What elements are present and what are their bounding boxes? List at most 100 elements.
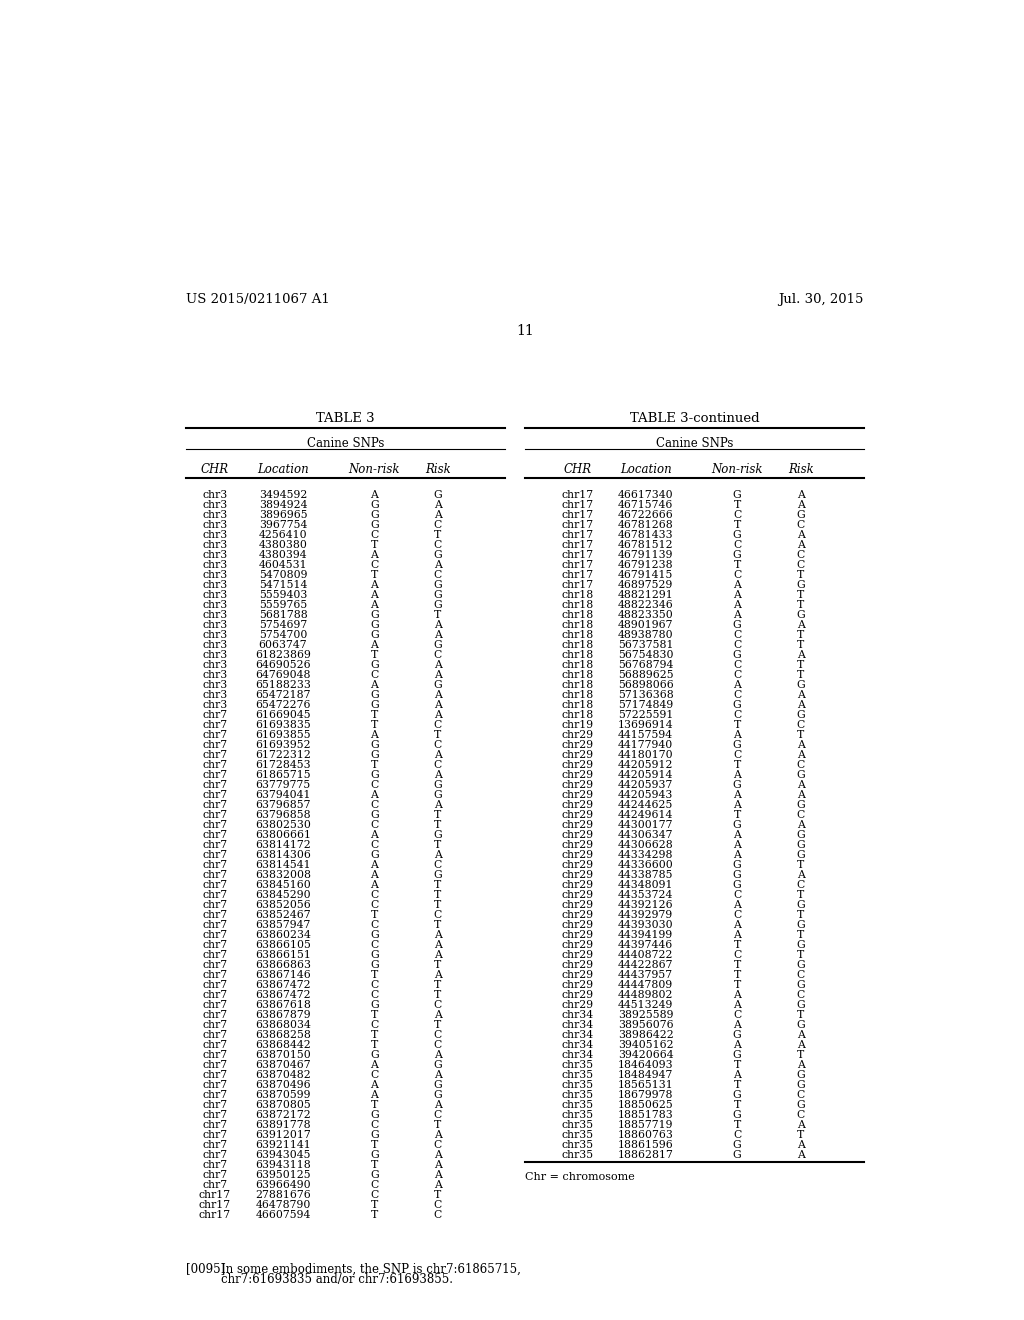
Text: 63860234: 63860234 xyxy=(255,929,311,940)
Text: 46781512: 46781512 xyxy=(617,540,674,549)
Text: A: A xyxy=(733,929,741,940)
Text: G: G xyxy=(733,870,741,880)
Text: chr3: chr3 xyxy=(202,570,227,579)
Text: In some embodiments, the SNP is chr7:61865715,: In some embodiments, the SNP is chr7:618… xyxy=(221,1262,521,1275)
Text: chr7: chr7 xyxy=(202,1110,227,1121)
Text: chr29: chr29 xyxy=(561,770,594,780)
Text: chr3: chr3 xyxy=(202,610,227,619)
Text: A: A xyxy=(434,700,442,710)
Text: 46791139: 46791139 xyxy=(617,549,674,560)
Text: chr35: chr35 xyxy=(561,1140,594,1150)
Text: 39420664: 39420664 xyxy=(617,1051,674,1060)
Text: chr7: chr7 xyxy=(202,1150,227,1160)
Text: 48821291: 48821291 xyxy=(617,590,674,599)
Text: chr7: chr7 xyxy=(202,940,227,950)
Text: C: C xyxy=(434,1210,442,1220)
Text: T: T xyxy=(733,520,740,529)
Text: G: G xyxy=(797,1001,805,1010)
Text: 63814306: 63814306 xyxy=(255,850,311,859)
Text: chr29: chr29 xyxy=(561,870,594,880)
Text: chr18: chr18 xyxy=(561,590,594,599)
Text: Chr = chromosome: Chr = chromosome xyxy=(524,1172,635,1183)
Text: chr7: chr7 xyxy=(202,850,227,859)
Text: T: T xyxy=(797,1010,804,1020)
Text: 38986422: 38986422 xyxy=(617,1030,674,1040)
Text: 5471514: 5471514 xyxy=(259,579,307,590)
Text: chr17: chr17 xyxy=(561,579,594,590)
Text: TABLE 3-continued: TABLE 3-continued xyxy=(630,412,760,425)
Text: chr7: chr7 xyxy=(202,1030,227,1040)
Text: chr29: chr29 xyxy=(561,940,594,950)
Text: A: A xyxy=(434,619,442,630)
Text: T: T xyxy=(371,1200,378,1210)
Text: 63867472: 63867472 xyxy=(255,990,311,1001)
Text: 63796858: 63796858 xyxy=(255,810,311,820)
Text: G: G xyxy=(370,1170,379,1180)
Text: A: A xyxy=(371,859,379,870)
Text: 38956076: 38956076 xyxy=(617,1020,674,1030)
Text: chr29: chr29 xyxy=(561,979,594,990)
Text: C: C xyxy=(371,890,379,900)
Text: Canine SNPs: Canine SNPs xyxy=(307,437,384,450)
Text: 44180170: 44180170 xyxy=(617,750,674,760)
Text: 63814541: 63814541 xyxy=(255,859,311,870)
Text: chr7: chr7 xyxy=(202,880,227,890)
Text: G: G xyxy=(370,739,379,750)
Text: C: C xyxy=(434,1140,442,1150)
Text: T: T xyxy=(733,760,740,770)
Text: G: G xyxy=(370,950,379,960)
Text: 44334298: 44334298 xyxy=(617,850,674,859)
Text: T: T xyxy=(434,1020,441,1030)
Text: G: G xyxy=(433,599,442,610)
Text: T: T xyxy=(371,1010,378,1020)
Text: chr29: chr29 xyxy=(561,800,594,809)
Text: A: A xyxy=(434,1150,442,1160)
Text: 48822346: 48822346 xyxy=(617,599,674,610)
Text: C: C xyxy=(371,560,379,569)
Text: chr29: chr29 xyxy=(561,780,594,789)
Text: chr7: chr7 xyxy=(202,1140,227,1150)
Text: 61728453: 61728453 xyxy=(255,760,311,770)
Text: Location: Location xyxy=(620,463,672,477)
Text: chr7: chr7 xyxy=(202,859,227,870)
Text: A: A xyxy=(797,739,805,750)
Text: T: T xyxy=(371,649,378,660)
Text: T: T xyxy=(434,1191,441,1200)
Text: C: C xyxy=(371,780,379,789)
Text: T: T xyxy=(371,710,378,719)
Text: US 2015/0211067 A1: US 2015/0211067 A1 xyxy=(186,293,330,306)
Text: A: A xyxy=(733,920,741,929)
Text: G: G xyxy=(370,1150,379,1160)
Text: C: C xyxy=(733,630,741,640)
Text: chr19: chr19 xyxy=(561,719,594,730)
Text: A: A xyxy=(434,1180,442,1191)
Text: G: G xyxy=(433,680,442,689)
Text: A: A xyxy=(733,590,741,599)
Text: 61693855: 61693855 xyxy=(255,730,311,739)
Text: 44249614: 44249614 xyxy=(618,810,674,820)
Text: T: T xyxy=(371,570,378,579)
Text: chr29: chr29 xyxy=(561,890,594,900)
Text: T: T xyxy=(434,610,441,619)
Text: chr29: chr29 xyxy=(561,990,594,1001)
Text: chr18: chr18 xyxy=(561,669,594,680)
Text: T: T xyxy=(797,1051,804,1060)
Text: chr18: chr18 xyxy=(561,610,594,619)
Text: G: G xyxy=(733,700,741,710)
Text: 63867879: 63867879 xyxy=(255,1010,311,1020)
Text: A: A xyxy=(371,599,379,610)
Text: 44205937: 44205937 xyxy=(618,780,674,789)
Text: chr17: chr17 xyxy=(561,520,594,529)
Text: G: G xyxy=(733,619,741,630)
Text: 46722666: 46722666 xyxy=(617,510,674,520)
Text: C: C xyxy=(733,510,741,520)
Text: T: T xyxy=(797,570,804,579)
Text: 57174849: 57174849 xyxy=(618,700,674,710)
Text: 63921141: 63921141 xyxy=(255,1140,311,1150)
Text: chr29: chr29 xyxy=(561,850,594,859)
Text: C: C xyxy=(797,970,805,979)
Text: 44408722: 44408722 xyxy=(617,950,674,960)
Text: G: G xyxy=(370,510,379,520)
Text: T: T xyxy=(434,890,441,900)
Text: 63868442: 63868442 xyxy=(255,1040,311,1049)
